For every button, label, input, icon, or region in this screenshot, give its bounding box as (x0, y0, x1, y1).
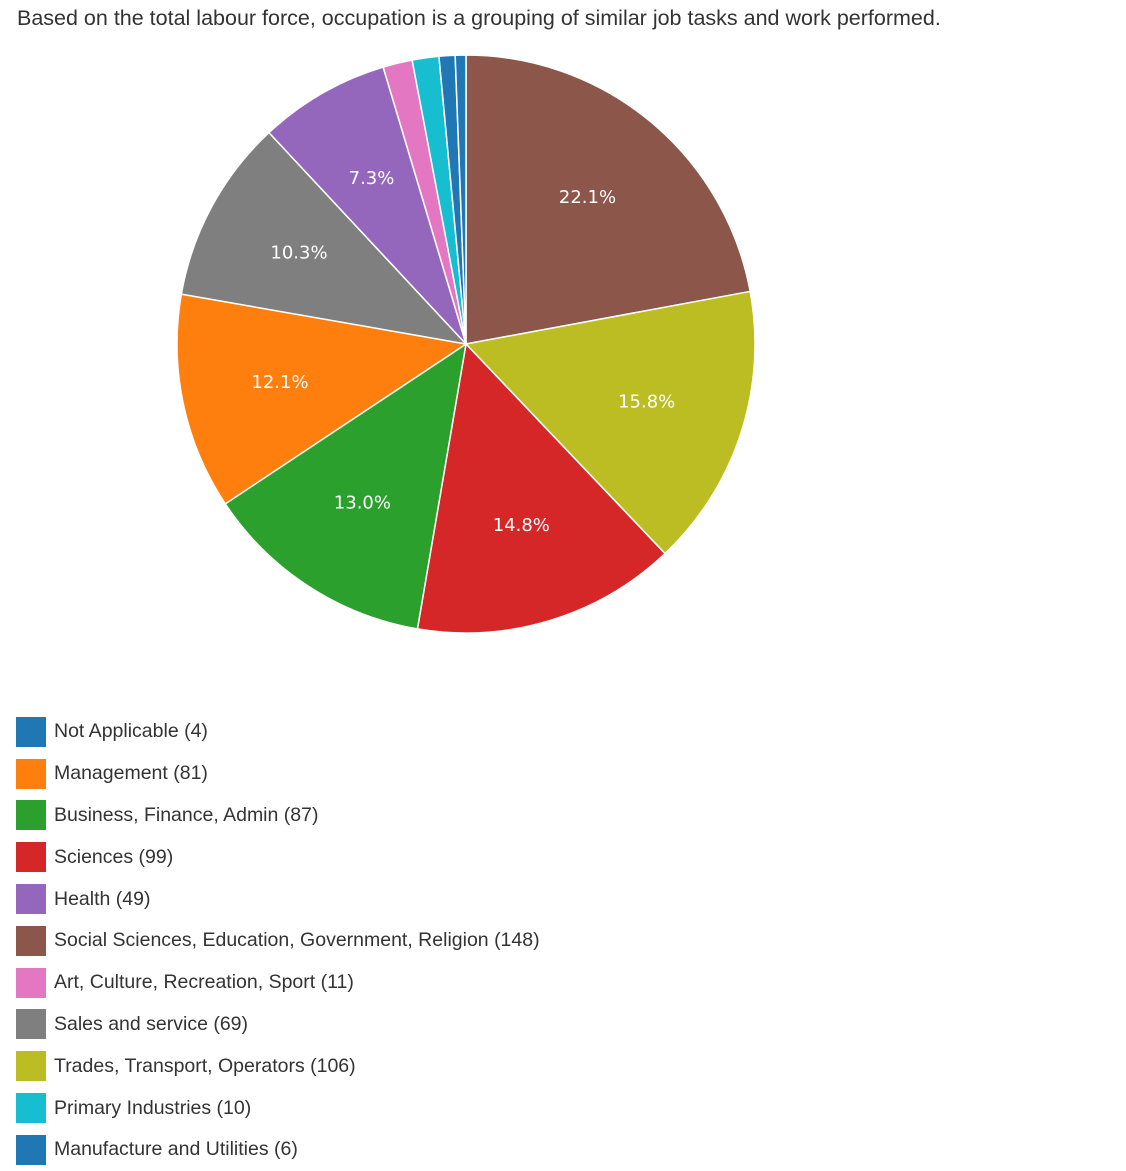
pie-slice-sales-and-service[interactable] (180, 131, 469, 346)
pie-slice-sciences[interactable] (416, 342, 667, 634)
pie-slice-trades-transport-operators[interactable] (464, 290, 756, 555)
legend-label: Sciences (99) (54, 845, 174, 868)
pie-slice-labels: 22.1% 15.8% 14.8% 13.0% 12.1% 10.3% 7.3% (251, 168, 675, 536)
legend-item[interactable]: Art, Culture, Recreation, Sport (11) (16, 962, 540, 1004)
legend-label: Art, Culture, Recreation, Sport (11) (54, 971, 354, 994)
legend-item[interactable]: Trades, Transport, Operators (106) (16, 1045, 540, 1087)
pie-slice-social-sciences-education-government-religion[interactable] (465, 54, 752, 345)
legend-item[interactable]: Sciences (99) (16, 836, 540, 878)
pie-slice-management[interactable] (176, 293, 468, 505)
pie-slice-not-applicable[interactable] (454, 54, 467, 345)
legend-item[interactable]: Primary Industries (10) (16, 1087, 540, 1129)
legend-swatch (16, 1009, 46, 1040)
legend-label: Management (81) (54, 762, 208, 785)
legend-label: Trades, Transport, Operators (106) (54, 1054, 356, 1077)
chart-description: Based on the total labour force, occupat… (17, 6, 941, 30)
slice-percent-label: 13.0% (334, 492, 391, 513)
pie-chart: 22.1% 15.8% 14.8% 13.0% 12.1% 10.3% 7.3% (176, 54, 756, 634)
slice-percent-label: 14.8% (493, 515, 550, 536)
legend-swatch (16, 716, 46, 747)
legend-label: Not Applicable (4) (54, 720, 208, 743)
slice-percent-label: 12.1% (251, 372, 308, 393)
slice-percent-label: 7.3% (349, 168, 395, 189)
legend-item[interactable]: Social Sciences, Education, Government, … (16, 920, 540, 962)
legend-swatch (16, 842, 46, 873)
legend-label: Manufacture and Utilities (6) (54, 1138, 298, 1161)
legend-swatch (16, 925, 46, 956)
legend-swatch (16, 967, 46, 998)
legend-item[interactable]: Management (81) (16, 753, 540, 795)
legend-swatch (16, 758, 46, 789)
legend-item[interactable]: Manufacture and Utilities (6) (16, 1129, 540, 1171)
legend-swatch (16, 1134, 46, 1165)
legend-label: Health (49) (54, 887, 151, 910)
legend-swatch (16, 1051, 46, 1082)
pie-slices (176, 54, 756, 634)
legend-item[interactable]: Not Applicable (4) (16, 711, 540, 753)
legend-item[interactable]: Business, Finance, Admin (87) (16, 795, 540, 837)
legend-label: Business, Finance, Admin (87) (54, 803, 319, 826)
legend-item[interactable]: Health (49) (16, 878, 540, 920)
slice-percent-label: 10.3% (270, 242, 327, 263)
pie-slice-health[interactable] (267, 66, 467, 345)
legend-swatch (16, 800, 46, 831)
chart-legend: Not Applicable (4) Management (81) Busines… (16, 711, 540, 1171)
pie-slice-business-finance-admin[interactable] (224, 342, 468, 630)
legend-swatch (16, 1093, 46, 1124)
legend-label: Sales and service (69) (54, 1012, 249, 1035)
legend-label: Social Sciences, Education, Government, … (54, 929, 540, 952)
legend-item[interactable]: Sales and service (69) (16, 1004, 540, 1046)
legend-swatch (16, 884, 46, 915)
legend-label: Primary Industries (10) (54, 1096, 252, 1119)
slice-percent-label: 15.8% (618, 392, 675, 413)
slice-percent-label: 22.1% (559, 187, 616, 208)
